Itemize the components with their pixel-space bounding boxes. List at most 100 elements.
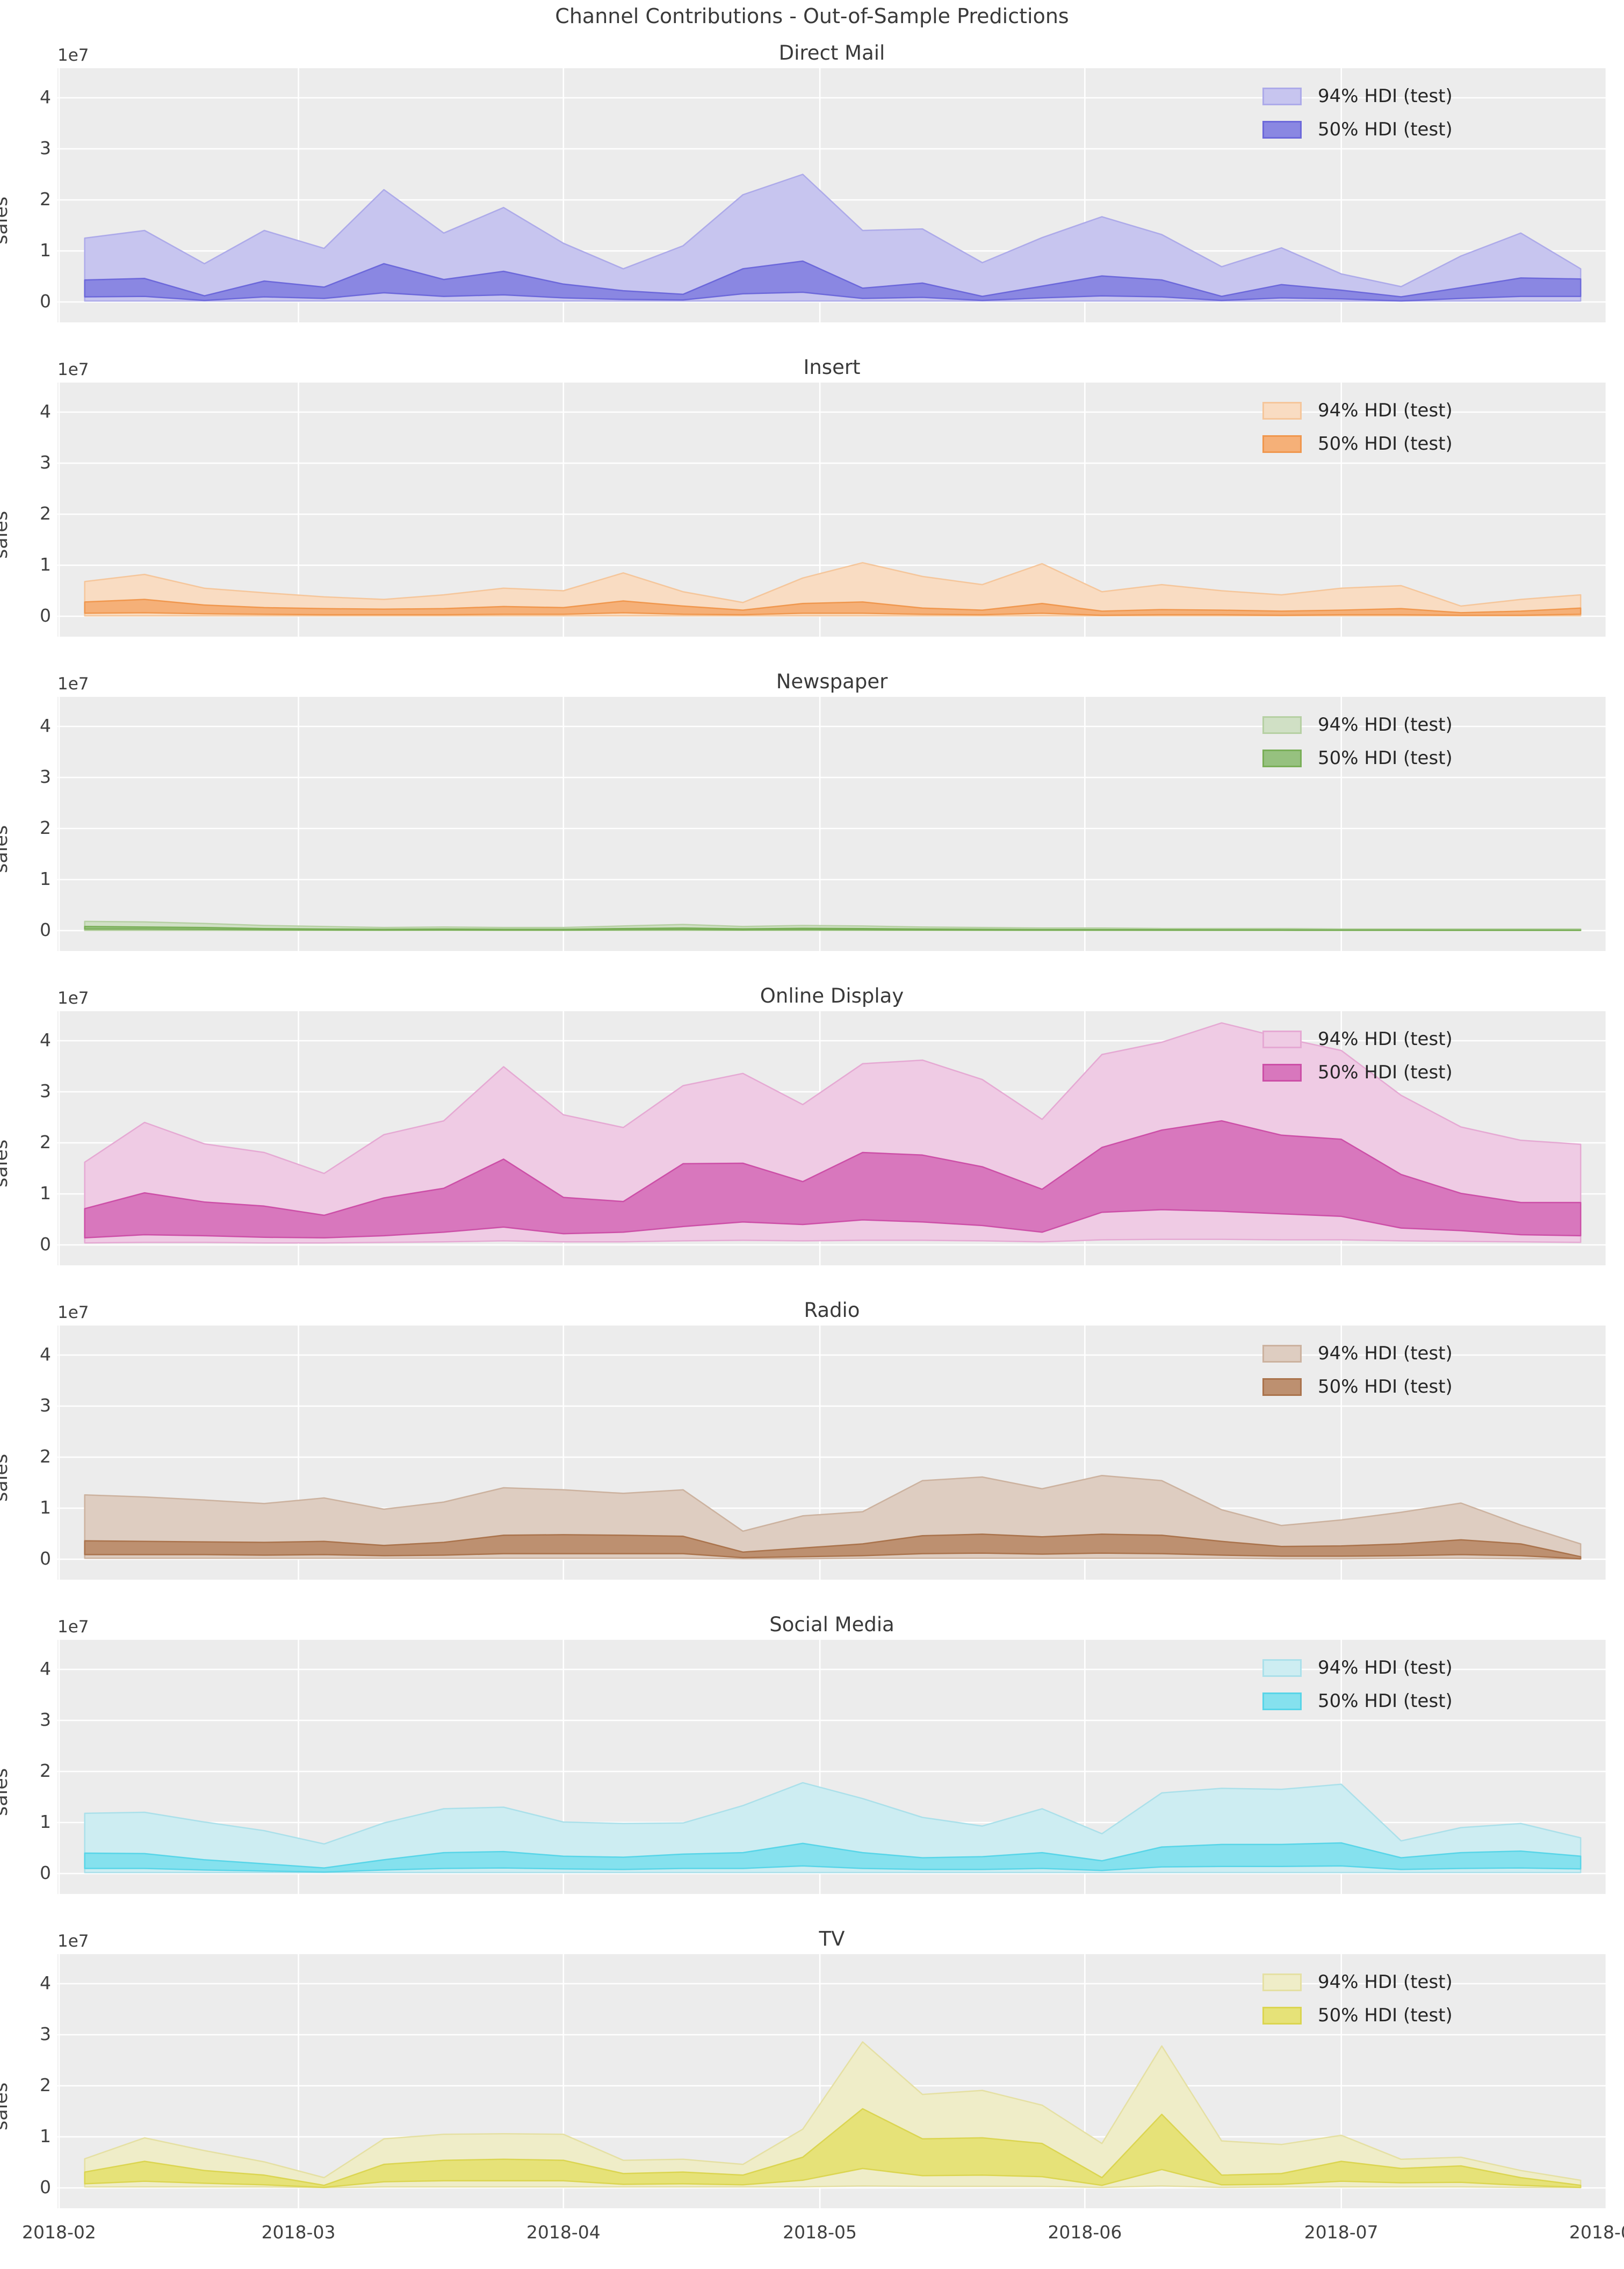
y-tick-label: 2 (40, 1446, 51, 1467)
y-tick-label: 2 (40, 503, 51, 524)
legend-entry: 50% HDI (test) (1262, 119, 1453, 140)
subplot-title: Insert (803, 356, 861, 379)
x-tick-label: 2018-02 (22, 2222, 96, 2243)
y-axis-offset-label: 1e7 (57, 360, 89, 379)
y-tick-label: 4 (40, 87, 51, 107)
y-tick-label: 0 (40, 605, 51, 626)
legend-label: 94% HDI (test) (1318, 1657, 1453, 1679)
legend: 94% HDI (test) 50% HDI (test) (1262, 1971, 1585, 2026)
y-tick-label: 1 (40, 1497, 51, 1518)
legend-label: 50% HDI (test) (1318, 1062, 1453, 1083)
legend-entry: 94% HDI (test) (1262, 1971, 1453, 1993)
legend-entry: 50% HDI (test) (1262, 1062, 1453, 1083)
legend-label: 50% HDI (test) (1318, 119, 1453, 140)
y-tick-label: 2 (40, 817, 51, 838)
legend-entry: 94% HDI (test) (1262, 400, 1453, 421)
legend-label: 50% HDI (test) (1318, 1376, 1453, 1398)
y-tick-label: 0 (40, 1234, 51, 1255)
y-tick-label: 3 (40, 138, 51, 159)
legend-label: 94% HDI (test) (1318, 1343, 1453, 1364)
legend-entry: 94% HDI (test) (1262, 85, 1453, 107)
legend-entry: 94% HDI (test) (1262, 714, 1453, 736)
hdi50-swatch-icon (1262, 120, 1302, 139)
x-tick-label: 2018-05 (783, 2222, 857, 2243)
hdi50-band (84, 599, 1582, 616)
legend-label: 94% HDI (test) (1318, 714, 1453, 736)
legend-entry: 50% HDI (test) (1262, 1376, 1453, 1398)
hdi94-swatch-icon (1262, 1344, 1302, 1363)
axes-radio (57, 1326, 1606, 1580)
subplot-title: Social Media (769, 1613, 894, 1636)
subplot-title: TV (819, 1927, 845, 1950)
legend-label: 94% HDI (test) (1318, 1971, 1453, 1993)
hdi94-swatch-icon (1262, 401, 1302, 420)
y-tick-label: 4 (40, 715, 51, 736)
legend-label: 94% HDI (test) (1318, 1028, 1453, 1050)
hdi50-swatch-icon (1262, 2006, 1302, 2025)
legend-label: 94% HDI (test) (1318, 85, 1453, 107)
legend: 94% HDI (test) 50% HDI (test) (1262, 1657, 1585, 1712)
subplot-title: Newspaper (776, 670, 888, 693)
axes-insert (57, 383, 1606, 637)
legend-entry: 94% HDI (test) (1262, 1343, 1453, 1364)
legend-label: 50% HDI (test) (1318, 1690, 1453, 1712)
y-axis-offset-label: 1e7 (57, 46, 89, 65)
y-axis-offset-label: 1e7 (57, 1303, 89, 1322)
hdi94-swatch-icon (1262, 87, 1302, 105)
y-axis-offset-label: 1e7 (57, 1932, 89, 1951)
y-tick-label: 3 (40, 1709, 51, 1730)
axes-social-media (57, 1640, 1606, 1894)
y-tick-label: 1 (40, 1183, 51, 1204)
subplot-title: Direct Mail (778, 41, 885, 64)
y-tick-label: 1 (40, 554, 51, 575)
x-tick-label: 2018-04 (526, 2222, 601, 2243)
hdi94-band (84, 174, 1582, 302)
x-tick-label: 2018-07 (1304, 2222, 1378, 2243)
legend: 94% HDI (test) 50% HDI (test) (1262, 400, 1585, 455)
hdi94-swatch-icon (1262, 1030, 1302, 1048)
axes-newspaper (57, 697, 1606, 951)
y-tick-label: 4 (40, 401, 51, 422)
y-tick-label: 2 (40, 1132, 51, 1152)
hdi50-swatch-icon (1262, 749, 1302, 767)
y-tick-label: 0 (40, 1548, 51, 1569)
subplot-title: Radio (804, 1299, 860, 1322)
hdi50-band (84, 1842, 1582, 1873)
legend-entry: 50% HDI (test) (1262, 2005, 1453, 2026)
y-tick-label: 2 (40, 189, 51, 210)
y-tick-label: 1 (40, 240, 51, 261)
axes-tv (57, 1954, 1606, 2208)
legend-entry: 94% HDI (test) (1262, 1028, 1453, 1050)
y-tick-label: 1 (40, 2126, 51, 2146)
legend: 94% HDI (test) 50% HDI (test) (1262, 85, 1585, 140)
hdi50-band (84, 260, 1582, 302)
hdi50-swatch-icon (1262, 435, 1302, 453)
hdi50-swatch-icon (1262, 1692, 1302, 1710)
hdi94-band (84, 562, 1582, 617)
legend-entry: 94% HDI (test) (1262, 1657, 1453, 1679)
y-tick-label: 0 (40, 919, 51, 940)
y-tick-label: 3 (40, 1081, 51, 1101)
axes-direct-mail (57, 68, 1606, 322)
x-tick-label: 2018-08 (1569, 2222, 1624, 2243)
hdi94-swatch-icon (1262, 716, 1302, 734)
y-axis-offset-label: 1e7 (57, 674, 89, 694)
figure-title: Channel Contributions - Out-of-Sample Pr… (555, 4, 1069, 28)
y-tick-label: 0 (40, 291, 51, 312)
hdi50-band (84, 2108, 1582, 2188)
y-tick-label: 3 (40, 2023, 51, 2044)
y-tick-label: 3 (40, 452, 51, 473)
axes-background (57, 697, 1606, 951)
x-tick-label: 2018-03 (261, 2222, 336, 2243)
y-tick-label: 4 (40, 1658, 51, 1679)
subplot-title: Online Display (760, 984, 904, 1007)
legend-label: 50% HDI (test) (1318, 433, 1453, 455)
legend: 94% HDI (test) 50% HDI (test) (1262, 1028, 1585, 1083)
y-tick-label: 2 (40, 2074, 51, 2095)
legend-label: 50% HDI (test) (1318, 2005, 1453, 2026)
y-tick-label: 4 (40, 1972, 51, 1993)
y-tick-label: 1 (40, 868, 51, 889)
y-tick-label: 4 (40, 1344, 51, 1365)
hdi94-swatch-icon (1262, 1973, 1302, 1991)
